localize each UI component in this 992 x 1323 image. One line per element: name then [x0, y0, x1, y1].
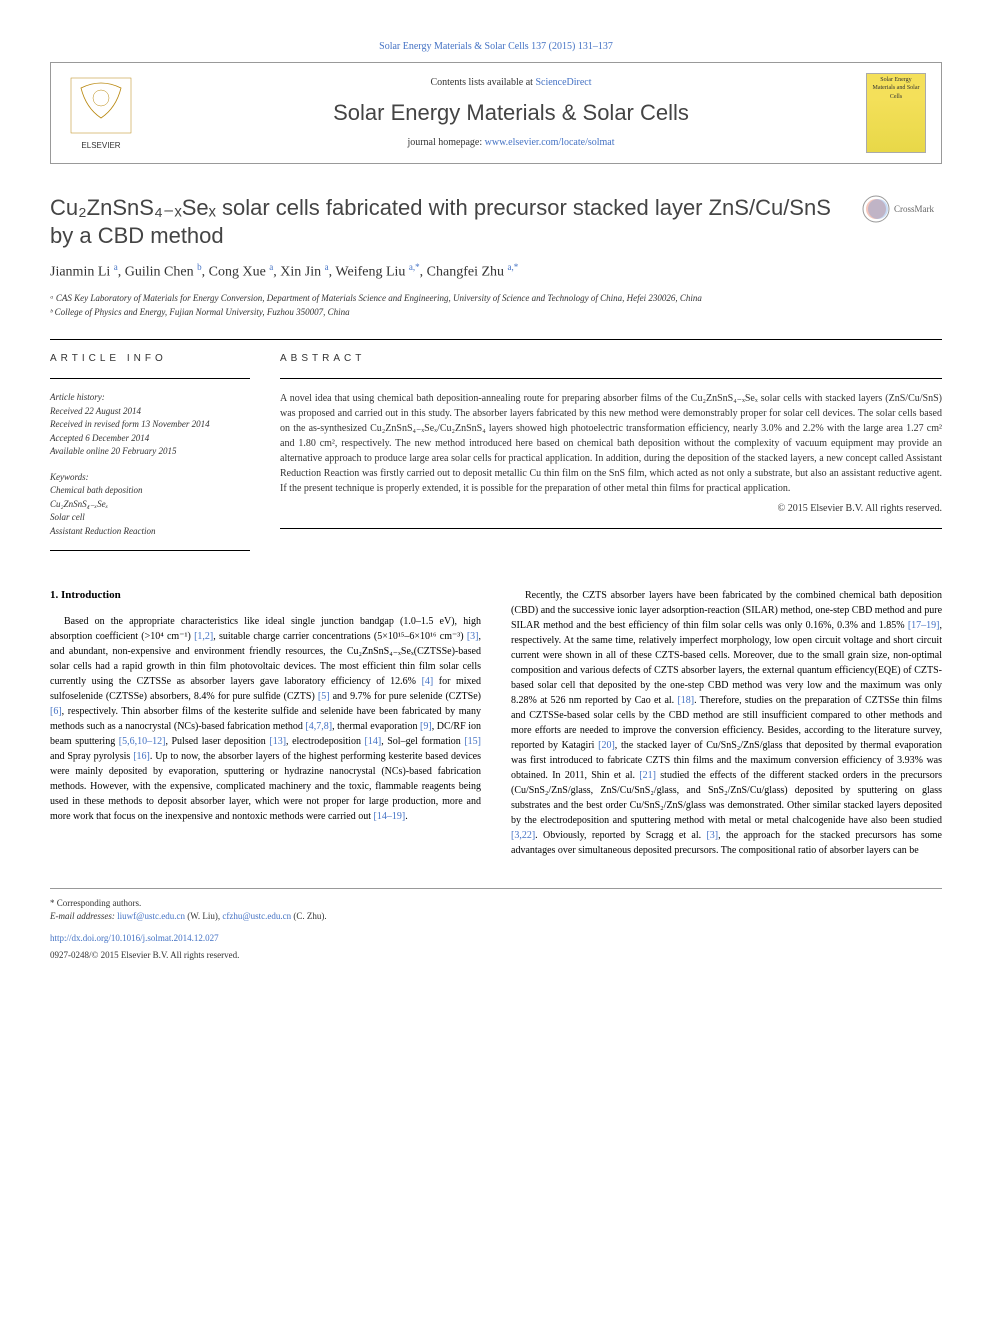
- info-abstract-section: ARTICLE INFO Article history: Received 2…: [50, 352, 942, 563]
- sciencedirect-link[interactable]: ScienceDirect: [535, 77, 591, 88]
- affiliation-b: ᵇ College of Physics and Energy, Fujian …: [50, 306, 942, 320]
- intro-para-2: Recently, the CZTS absorber layers have …: [511, 588, 942, 858]
- info-divider: [50, 378, 250, 379]
- page-footer: * Corresponding authors. E-mail addresse…: [50, 888, 942, 961]
- homepage-line: journal homepage: www.elsevier.com/locat…: [156, 136, 866, 150]
- keyword: Assistant Reduction Reaction: [50, 525, 250, 539]
- header-center: Contents lists available at ScienceDirec…: [156, 76, 866, 151]
- homepage-link[interactable]: www.elsevier.com/locate/solmat: [485, 137, 615, 148]
- abstract-text: A novel idea that using chemical bath de…: [280, 391, 942, 496]
- crossmark-badge[interactable]: CrossMark: [862, 194, 942, 224]
- keywords-label: Keywords:: [50, 471, 250, 485]
- svg-text:ELSEVIER: ELSEVIER: [81, 141, 120, 150]
- contents-line: Contents lists available at ScienceDirec…: [156, 76, 866, 90]
- body-columns: 1. Introduction Based on the appropriate…: [50, 588, 942, 858]
- journal-name: Solar Energy Materials & Solar Cells: [156, 98, 866, 129]
- affiliations: ᵃ CAS Key Laboratory of Materials for En…: [50, 292, 942, 319]
- abstract-column: ABSTRACT A novel idea that using chemica…: [280, 352, 942, 563]
- article-title: Cu₂ZnSnS₄₋ₓSeₓ solar cells fabricated wi…: [50, 194, 852, 249]
- journal-header: ELSEVIER Contents lists available at Sci…: [50, 62, 942, 164]
- affiliation-a: ᵃ CAS Key Laboratory of Materials for En…: [50, 292, 942, 306]
- email-link-2[interactable]: cfzhu@ustc.edu.cn: [222, 911, 291, 921]
- info-divider-bottom: [50, 550, 250, 551]
- online-date: Available online 20 February 2015: [50, 445, 250, 459]
- abstract-divider: [280, 378, 942, 379]
- keyword: Cu₂ZnSnS₄₋ₓSeₓ: [50, 498, 250, 512]
- right-column: Recently, the CZTS absorber layers have …: [511, 588, 942, 858]
- abstract-header: ABSTRACT: [280, 352, 942, 366]
- accepted-date: Accepted 6 December 2014: [50, 432, 250, 446]
- article-info-header: ARTICLE INFO: [50, 352, 250, 366]
- corresponding-note: * Corresponding authors.: [50, 897, 942, 910]
- crossmark-label: CrossMark: [894, 203, 934, 216]
- section-1-title: 1. Introduction: [50, 588, 481, 603]
- received-date: Received 22 August 2014: [50, 405, 250, 419]
- keyword: Chemical bath deposition: [50, 484, 250, 498]
- journal-cover-thumbnail: Solar Energy Materials and Solar Cells: [866, 73, 926, 153]
- article-info-column: ARTICLE INFO Article history: Received 2…: [50, 352, 250, 563]
- email-line: E-mail addresses: liuwf@ustc.edu.cn (W. …: [50, 910, 942, 923]
- top-citation-link[interactable]: Solar Energy Materials & Solar Cells 137…: [379, 41, 613, 52]
- footer-copyright: 0927-0248/© 2015 Elsevier B.V. All right…: [50, 949, 942, 962]
- authors-list: Jianmin Li a, Guilin Chen b, Cong Xue a,…: [50, 261, 942, 282]
- left-column: 1. Introduction Based on the appropriate…: [50, 588, 481, 858]
- abstract-copyright: © 2015 Elsevier B.V. All rights reserved…: [280, 502, 942, 516]
- email-link-1[interactable]: liuwf@ustc.edu.cn: [117, 911, 185, 921]
- doi-link[interactable]: http://dx.doi.org/10.1016/j.solmat.2014.…: [50, 933, 219, 943]
- intro-para-1: Based on the appropriate characteristics…: [50, 614, 481, 824]
- title-row: Cu₂ZnSnS₄₋ₓSeₓ solar cells fabricated wi…: [50, 194, 942, 249]
- divider: [50, 339, 942, 340]
- history-label: Article history:: [50, 391, 250, 405]
- abstract-divider-bottom: [280, 528, 942, 529]
- article-history: Article history: Received 22 August 2014…: [50, 391, 250, 538]
- top-citation: Solar Energy Materials & Solar Cells 137…: [50, 40, 942, 54]
- elsevier-logo: ELSEVIER: [66, 73, 136, 153]
- revised-date: Received in revised form 13 November 201…: [50, 418, 250, 432]
- keyword: Solar cell: [50, 511, 250, 525]
